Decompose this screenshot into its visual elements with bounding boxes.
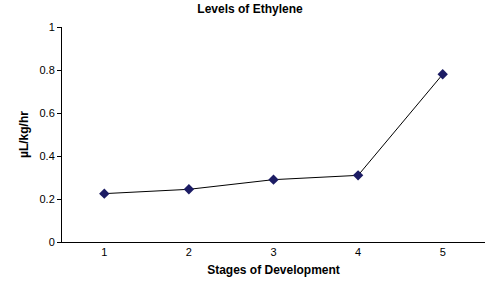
svg-text:0.4: 0.4 (40, 150, 55, 162)
svg-text:0.8: 0.8 (40, 64, 55, 76)
svg-text:0.2: 0.2 (40, 193, 55, 205)
svg-text:Levels of Ethylene: Levels of Ethylene (197, 2, 303, 16)
svg-text:1: 1 (49, 21, 55, 33)
svg-text:2: 2 (186, 246, 192, 258)
svg-text:4: 4 (355, 246, 361, 258)
svg-text:0.6: 0.6 (40, 107, 55, 119)
svg-text:1: 1 (101, 246, 107, 258)
svg-text:0: 0 (49, 236, 55, 248)
svg-text:3: 3 (270, 246, 276, 258)
svg-text:5: 5 (440, 246, 446, 258)
svg-text:Stages of Development: Stages of Development (207, 263, 340, 277)
svg-text:µL/kg/hr: µL/kg/hr (17, 111, 31, 158)
